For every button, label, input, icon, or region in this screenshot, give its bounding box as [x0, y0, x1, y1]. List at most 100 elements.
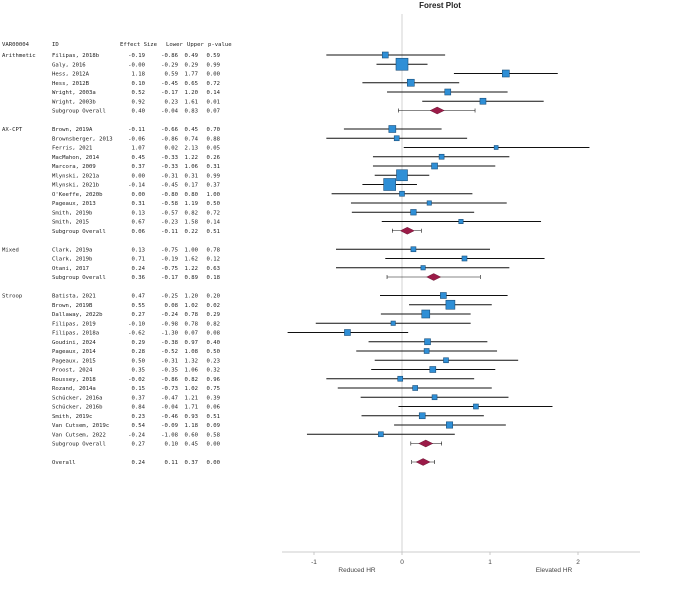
row-p-value: 0.51 — [207, 229, 220, 235]
row-upper-ci: 1.21 — [185, 395, 198, 401]
row-p-value: 0.99 — [207, 62, 220, 68]
row-effect-size: 0.45 — [132, 155, 145, 161]
row-upper-ci: 1.06 — [185, 368, 198, 374]
study-square — [421, 309, 431, 319]
row-p-value: 0.00 — [207, 72, 220, 78]
row-study-id: Pageaux, 2014 — [52, 349, 96, 355]
row-summary-label: Subgroup Overall — [52, 109, 106, 115]
row-lower-ci: -0.04 — [161, 405, 178, 411]
x-tick-label: 1 — [488, 559, 492, 566]
row-study-id: Roussey, 2018 — [52, 377, 96, 383]
header-p-value: p-value — [208, 42, 232, 48]
row-upper-ci: 0.29 — [185, 62, 198, 68]
row-lower-ci: -0.75 — [161, 247, 178, 253]
row-effect-size: 0.37 — [132, 395, 145, 401]
row-p-value: 0.14 — [207, 220, 221, 226]
row-lower-ci: -0.58 — [161, 201, 178, 207]
row-upper-ci: 1.22 — [185, 155, 198, 161]
row-upper-ci: 0.89 — [185, 275, 198, 281]
row-study-id: Filipas, 2018a — [52, 331, 99, 337]
row-upper-ci: 1.02 — [185, 386, 198, 392]
row-lower-ci: 0.59 — [165, 72, 178, 78]
row-group-label: Arithmetic — [2, 53, 36, 59]
row-study-id: Hess, 2012B — [52, 81, 90, 87]
row-p-value: 0.82 — [207, 321, 220, 327]
row-effect-size: -0.62 — [128, 331, 145, 337]
study-square — [429, 366, 437, 373]
row-lower-ci: -0.66 — [161, 127, 178, 133]
row-p-value: 0.26 — [207, 155, 220, 161]
study-square — [393, 135, 400, 142]
row-lower-ci: 0.11 — [165, 460, 178, 466]
study-square — [431, 162, 438, 170]
row-study-id: Dallaway, 2022b — [52, 312, 103, 318]
row-effect-size: 1.07 — [132, 146, 145, 152]
row-p-value: 1.00 — [207, 192, 220, 198]
row-p-value: 0.00 — [207, 442, 220, 448]
row-lower-ci: 0.10 — [165, 442, 178, 448]
x-tick-label: 0 — [400, 559, 404, 566]
study-square — [388, 125, 397, 133]
row-lower-ci: -0.86 — [161, 136, 178, 142]
row-effect-size: 0.67 — [132, 220, 145, 226]
row-p-value: 0.00 — [207, 460, 220, 466]
row-p-value: 0.72 — [207, 81, 220, 87]
row-study-id: Brown, 2019B — [52, 303, 93, 309]
row-p-value: 0.70 — [207, 127, 220, 133]
row-effect-size: 0.06 — [132, 229, 145, 235]
row-p-value: 0.12 — [207, 257, 220, 263]
row-upper-ci: 0.07 — [185, 331, 198, 337]
row-lower-ci: -0.86 — [161, 377, 178, 383]
row-p-value: 0.51 — [207, 414, 220, 420]
row-upper-ci: 1.19 — [185, 201, 198, 207]
row-upper-ci: 1.71 — [185, 405, 198, 411]
row-effect-size: 1.18 — [132, 72, 146, 78]
row-study-id: Filipas, 2019 — [52, 321, 96, 327]
study-square — [443, 357, 449, 364]
row-effect-size: 0.40 — [132, 109, 145, 115]
study-square — [412, 385, 419, 391]
row-upper-ci: 0.78 — [185, 312, 199, 318]
row-p-value: 0.50 — [207, 349, 220, 355]
row-study-id: Proost, 2024 — [52, 368, 93, 374]
row-effect-size: -0.19 — [128, 53, 145, 59]
row-effect-size: 0.27 — [132, 442, 145, 448]
row-p-value: 0.14 — [207, 90, 221, 96]
x-axis: Reduced HR Elevated HR -1 0 1 2 — [282, 551, 640, 574]
table-rows: Arithmetic Filipas, 2018b -0.19 -0.86 0.49 0.… — [2, 53, 221, 466]
study-square — [410, 246, 417, 253]
row-lower-ci: -0.73 — [161, 386, 178, 392]
row-effect-size: 0.50 — [132, 358, 145, 364]
row-lower-ci: -0.75 — [161, 266, 178, 272]
row-effect-size: -0.24 — [128, 432, 145, 438]
header-lower: Lower — [166, 42, 183, 48]
row-lower-ci: -0.45 — [161, 81, 178, 87]
study-square — [399, 190, 405, 197]
study-square — [383, 178, 396, 191]
row-upper-ci: 0.93 — [185, 414, 198, 420]
study-square — [444, 88, 452, 96]
row-upper-ci: 1.58 — [185, 220, 199, 226]
study-square — [479, 97, 487, 105]
row-upper-ci: 1.00 — [185, 247, 198, 253]
study-square — [426, 200, 432, 206]
row-p-value: 0.09 — [207, 423, 220, 429]
row-upper-ci: 1.20 — [185, 90, 198, 96]
row-effect-size: 0.13 — [132, 247, 145, 253]
row-lower-ci: -0.46 — [161, 414, 178, 420]
row-lower-ci: -0.29 — [161, 62, 178, 68]
header-effect: Effect Size — [120, 42, 158, 48]
row-upper-ci: 1.32 — [185, 358, 198, 364]
row-effect-size: 0.29 — [132, 340, 145, 346]
row-effect-size: 0.92 — [132, 99, 145, 105]
row-effect-size: -0.06 — [128, 136, 145, 142]
row-study-id: Schücker, 2016a — [52, 395, 103, 401]
row-study-id: O'Keeffe, 2020b — [52, 192, 103, 198]
study-square — [446, 421, 454, 429]
row-summary-label: Overall — [52, 460, 76, 466]
row-group-label: AX-CPT — [2, 127, 23, 133]
row-effect-size: 0.36 — [132, 275, 145, 281]
row-p-value: 0.78 — [207, 247, 221, 253]
row-p-value: 0.31 — [207, 164, 220, 170]
row-p-value: 0.37 — [207, 183, 220, 189]
